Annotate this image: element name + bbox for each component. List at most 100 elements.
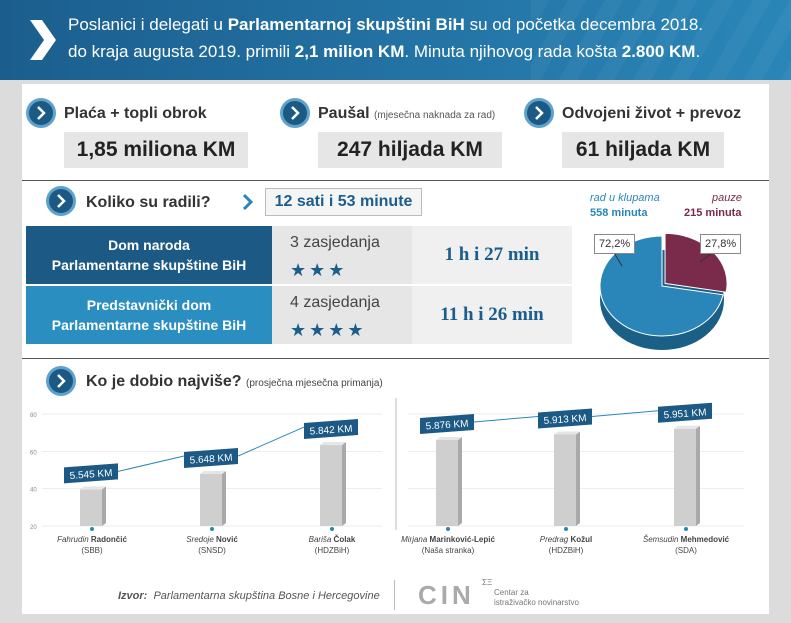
connector-line	[473, 415, 539, 423]
bar-party-label: (Naša stranka)	[422, 546, 475, 555]
bar	[436, 439, 458, 526]
bar-name-label: Mirjana Marinković-Lepić	[401, 535, 495, 544]
summary-value-lump: 247 hiljada KM	[318, 132, 502, 168]
bar-side	[458, 436, 462, 526]
bar-value-label: 5.913 KM	[543, 413, 586, 427]
cin-logo: CIN	[418, 580, 475, 610]
connector-line	[591, 410, 659, 417]
bar-side	[342, 442, 346, 526]
pie-label-pause: pauze	[712, 192, 742, 204]
bar-value-label: 5.545 KM	[69, 468, 112, 482]
cin-subtitle-1: Centar za	[494, 588, 529, 597]
bar-top	[320, 442, 346, 446]
pie-label-work: rad u klupama	[590, 192, 660, 204]
y-tick-label: 20	[30, 525, 37, 531]
divider	[22, 358, 769, 359]
work-title: Koliko su radili?	[86, 194, 211, 211]
bar-top	[674, 425, 700, 429]
bar-name-label: Šemsudin Mehmedović	[643, 535, 730, 544]
bar-dot	[330, 527, 334, 531]
bar-party-label: (HDZBiH)	[315, 546, 350, 555]
summary-value-salary: 1,85 miliona KM	[64, 132, 248, 168]
cin-subtitle-2: istraživačko novinarstvo	[494, 598, 579, 607]
value-banner	[658, 402, 712, 423]
bar-value-label: 5.648 KM	[189, 453, 232, 467]
bar-dot	[564, 527, 568, 531]
value-banner	[420, 413, 474, 434]
bar-dot	[446, 527, 450, 531]
footer-divider	[394, 580, 395, 610]
divider	[22, 180, 769, 181]
bar	[80, 489, 102, 526]
chevron-circle-icon	[46, 366, 76, 396]
bar-dot	[90, 527, 94, 531]
pie-chart	[599, 232, 728, 350]
chevron-circle-icon	[46, 186, 76, 216]
work-total: 12 sati i 53 minute	[265, 188, 422, 216]
row-predstavnicki-name: Predstavnički dom Parlamentarne skupštine…	[26, 286, 272, 344]
bar-party-label: (SBB)	[81, 546, 103, 555]
bar-chart: 80 60 40 20 5.545 KM Fahrudin Radončić (SBB) 5.…	[30, 398, 744, 555]
chevron-right-icon	[30, 20, 56, 60]
sessions-text: 4 zasjedanja	[290, 294, 380, 311]
bar-value-label: 5.951 KM	[663, 407, 706, 421]
content-panel: Plaća + topli obrok 1,85 miliona KM Pauš…	[22, 84, 769, 614]
header-stripe-decoration	[531, 0, 791, 80]
bar-name-label: Bariša Čolak	[309, 535, 356, 544]
summary-note-lump: (mjesečna naknada za rad)	[374, 110, 496, 121]
value-banner	[184, 448, 238, 469]
pie-value-work: 558 minuta	[590, 207, 648, 219]
bar	[554, 434, 576, 526]
chevron-circle-icon	[524, 98, 554, 128]
row-predstavnicki-time: 11 h i 26 min	[412, 286, 572, 344]
summary-label-separate: Odvojeni život + prevoz	[562, 105, 742, 122]
bar	[674, 428, 696, 526]
cin-logo-sup: ΣΞ	[482, 578, 493, 587]
connector-line	[237, 426, 305, 457]
row-dom-naroda-time: 1 h i 27 min	[412, 226, 572, 284]
value-banner	[64, 463, 118, 484]
connector-line	[117, 455, 185, 472]
value-banner	[538, 408, 592, 429]
bar-top	[200, 471, 226, 475]
bar-top	[436, 436, 462, 440]
bar	[320, 445, 342, 526]
row-predstavnicki-sessions: 4 zasjedanja ★★★★	[272, 286, 412, 344]
bar-side	[222, 471, 226, 526]
bar-side	[696, 425, 700, 526]
bar-name-label: Sredoje Nović	[186, 535, 238, 544]
source-text: Izvor: Parlamentarna skupština Bosne i H…	[118, 590, 380, 602]
summary-label-lump: Paušal (mjesečna naknada za rad)	[318, 105, 496, 122]
bar-party-label: (SDA)	[675, 546, 697, 555]
header-text: Poslanici i delegati u Parlamentarnoj sk…	[68, 15, 704, 61]
summary-label-salary: Plaća + topli obrok	[64, 105, 207, 122]
star-icons: ★★★★	[290, 320, 367, 340]
pie-pct-pause: 27,8%	[700, 234, 742, 254]
earners-title: Ko je dobio najviše? (prosječna mjesečna…	[86, 373, 383, 390]
y-tick-label: 40	[30, 488, 37, 494]
y-tick-label: 80	[30, 413, 37, 419]
bar-top	[554, 431, 580, 435]
header-banner: Poslanici i delegati u Parlamentarnoj sk…	[0, 0, 791, 80]
star-icons: ★★★	[290, 260, 348, 280]
bar-dot	[210, 527, 214, 531]
row-dom-naroda-sessions: 3 zasjedanja ★★★	[272, 226, 412, 284]
chevron-circle-icon	[26, 98, 56, 128]
bar-side	[576, 431, 580, 526]
bar	[200, 474, 222, 526]
bar-party-label: (SNSD)	[198, 546, 226, 555]
row-dom-naroda-name: Dom naroda Parlamentarne skupštine BiH	[26, 226, 272, 284]
y-tick-label: 60	[30, 450, 37, 456]
bar-top	[80, 486, 106, 490]
bar-side	[102, 486, 106, 526]
arrow-right-icon	[242, 193, 254, 211]
bar-name-label: Predrag Kožul	[540, 535, 592, 544]
bar-dot	[684, 527, 688, 531]
bar-value-label: 5.876 KM	[425, 419, 468, 433]
bar-name-label: Fahrudin Radončić	[57, 535, 127, 544]
bar-value-label: 5.842 KM	[309, 424, 352, 438]
bar-party-label: (HDZBiH)	[549, 546, 584, 555]
chevron-circle-icon	[280, 98, 310, 128]
summary-value-separate: 61 hiljada KM	[562, 132, 724, 168]
pie-value-pause: 215 minuta	[684, 207, 742, 219]
